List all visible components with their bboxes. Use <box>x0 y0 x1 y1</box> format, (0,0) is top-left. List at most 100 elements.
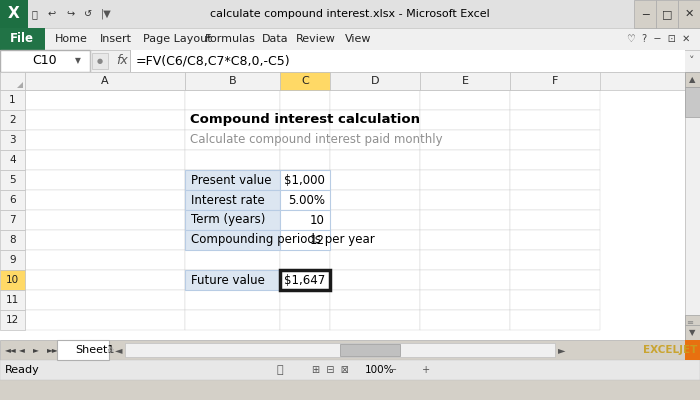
Bar <box>0 72 685 360</box>
Bar <box>420 90 510 110</box>
Bar <box>185 90 280 110</box>
Bar <box>510 310 600 330</box>
Bar <box>685 340 700 360</box>
Text: ⊞  ⊟  ⊠: ⊞ ⊟ ⊠ <box>312 365 349 375</box>
Text: 6: 6 <box>9 195 16 205</box>
Text: ♡  ?  −  ⊡  ✕: ♡ ? − ⊡ ✕ <box>626 34 690 44</box>
Text: $1,000: $1,000 <box>284 174 325 186</box>
Bar <box>330 190 420 210</box>
Bar <box>420 290 510 310</box>
Bar <box>0 270 25 290</box>
Bar <box>185 170 280 190</box>
Bar <box>25 110 185 130</box>
Bar <box>25 310 185 330</box>
Text: View: View <box>345 34 372 44</box>
Bar <box>90 50 91 72</box>
Bar <box>330 170 420 190</box>
Bar <box>340 344 400 356</box>
Text: Home: Home <box>55 34 88 44</box>
Bar <box>510 170 600 190</box>
Bar <box>0 130 25 150</box>
Bar <box>0 170 25 190</box>
Text: 2: 2 <box>9 115 16 125</box>
Text: E: E <box>461 76 468 86</box>
Bar <box>510 130 600 150</box>
Bar <box>185 150 280 170</box>
Bar <box>330 210 420 230</box>
Bar <box>420 210 510 230</box>
Text: calculate compound interest.xlsx - Microsoft Excel: calculate compound interest.xlsx - Micro… <box>210 9 490 19</box>
Bar <box>185 270 280 290</box>
Bar <box>0 230 25 250</box>
Bar <box>634 0 656 28</box>
Bar <box>280 130 330 150</box>
Bar <box>280 210 330 230</box>
Bar <box>280 230 330 250</box>
Text: |▼: |▼ <box>101 9 111 19</box>
Bar <box>510 90 600 110</box>
Text: D: D <box>371 76 379 86</box>
Text: ↺: ↺ <box>84 9 92 19</box>
Bar <box>685 72 700 340</box>
Bar <box>185 290 280 310</box>
Bar <box>280 270 330 290</box>
Bar <box>280 270 330 290</box>
Bar <box>185 230 280 250</box>
Bar <box>685 72 700 87</box>
Bar <box>0 72 25 90</box>
Bar <box>510 190 600 210</box>
Text: Sheet1: Sheet1 <box>75 345 114 355</box>
Text: Formulas: Formulas <box>205 34 256 44</box>
Bar <box>280 190 330 210</box>
Bar <box>57 340 109 360</box>
Bar <box>25 150 185 170</box>
Bar <box>280 170 330 190</box>
Bar <box>25 250 185 270</box>
Text: ◄: ◄ <box>115 345 122 355</box>
Text: 1: 1 <box>9 95 16 105</box>
Text: 11: 11 <box>6 295 19 305</box>
Text: =FV(C6/C8,C7*C8,0,-C5): =FV(C6/C8,C7*C8,0,-C5) <box>136 54 290 68</box>
Bar <box>0 50 700 72</box>
Bar <box>185 170 280 190</box>
Text: 9: 9 <box>9 255 16 265</box>
Bar <box>330 270 420 290</box>
Bar <box>185 190 280 210</box>
Bar <box>0 0 28 28</box>
Text: ↪: ↪ <box>66 9 74 19</box>
Bar <box>280 230 330 250</box>
Bar <box>92 53 108 69</box>
Text: 5: 5 <box>9 175 16 185</box>
Bar <box>330 150 420 170</box>
Bar <box>0 290 25 310</box>
Bar <box>25 290 185 310</box>
Text: B: B <box>229 76 237 86</box>
Bar <box>0 340 700 360</box>
Bar <box>420 190 510 210</box>
Bar <box>510 110 600 130</box>
Text: 100%: 100% <box>365 365 395 375</box>
Bar <box>0 360 700 380</box>
Bar <box>185 250 280 270</box>
Text: Future value: Future value <box>191 274 265 286</box>
Bar <box>510 250 600 270</box>
Text: 12: 12 <box>310 234 325 246</box>
Bar <box>330 130 420 150</box>
Bar <box>280 170 330 190</box>
Bar <box>420 170 510 190</box>
Bar <box>0 190 25 210</box>
Bar <box>185 130 280 150</box>
Bar <box>510 290 600 310</box>
Bar <box>25 230 185 250</box>
Bar <box>280 190 330 210</box>
Text: C: C <box>301 76 309 86</box>
Bar <box>330 290 420 310</box>
Bar <box>685 325 700 340</box>
Bar <box>280 90 330 110</box>
Bar <box>0 90 25 110</box>
Text: Term (years): Term (years) <box>191 214 265 226</box>
Bar <box>420 150 510 170</box>
Text: File: File <box>10 32 34 46</box>
Text: ✕: ✕ <box>685 9 694 19</box>
Text: 🖫: 🖫 <box>31 9 37 19</box>
